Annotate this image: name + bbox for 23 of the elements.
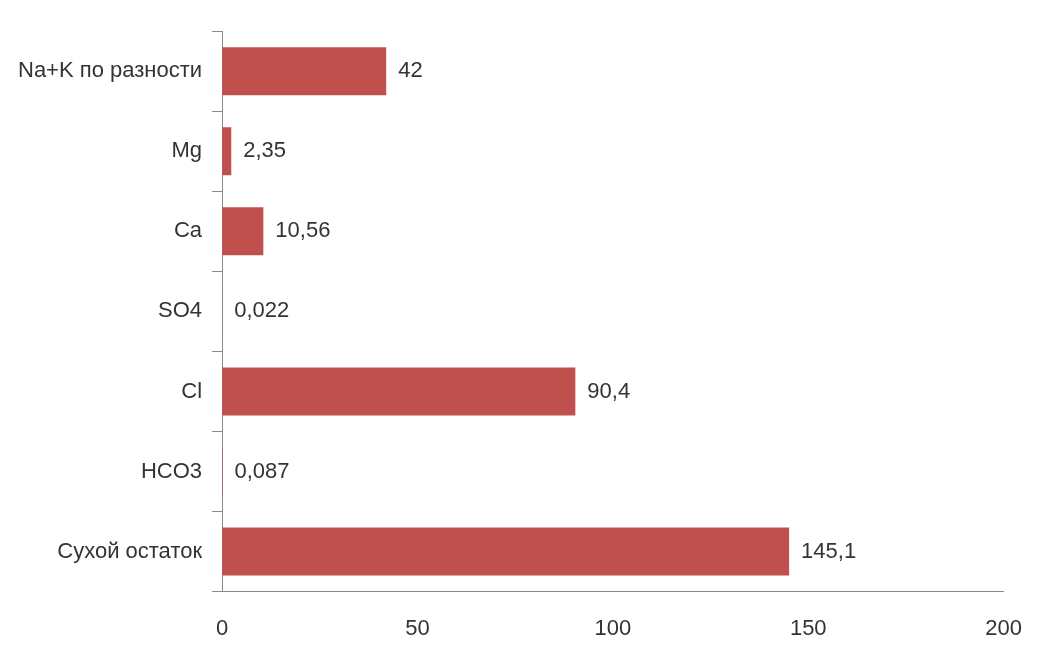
y-tick-label: Cl [181, 377, 203, 403]
data-label: 2,35 [243, 137, 287, 163]
data-label: 0,087 [234, 457, 290, 483]
data-label: 90,4 [587, 377, 631, 403]
y-tick-label: Mg [171, 137, 203, 163]
x-tick-label: 200 [985, 614, 1023, 640]
bar [222, 47, 387, 96]
bar [222, 367, 576, 416]
y-tick-label: Na+K по разности [18, 57, 203, 83]
y-tick-label: HCO3 [140, 457, 203, 483]
x-tick-label: 100 [594, 614, 632, 640]
data-label: 10,56 [275, 217, 331, 243]
x-tick-label: 0 [215, 614, 229, 640]
y-tick-label: Ca [173, 217, 203, 243]
x-tick-label: 50 [405, 614, 430, 640]
data-label: 0,022 [234, 297, 290, 323]
y-tick-label: SO4 [158, 297, 203, 323]
data-label: 145,1 [801, 537, 857, 563]
bar [222, 527, 790, 576]
data-label: 42 [398, 57, 423, 83]
x-tick-label: 150 [789, 614, 827, 640]
y-tick-label: Сухой остаток [57, 537, 203, 563]
bar [222, 207, 264, 256]
